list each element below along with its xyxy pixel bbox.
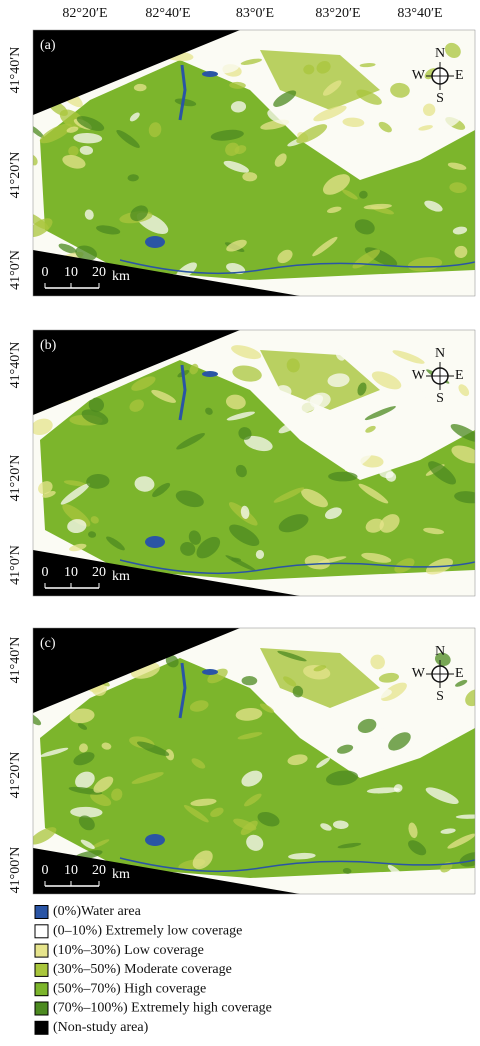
latitude-label: 41°20′N (8, 455, 23, 502)
compass-letter: S (436, 689, 444, 704)
longitude-label: 82°20′E (62, 6, 107, 21)
longitude-label: 83°40′E (397, 6, 442, 21)
scale-label: 10 (64, 863, 78, 878)
longitude-label: 82°40′E (145, 6, 190, 21)
compass-letter: N (435, 46, 445, 61)
legend-label: (0–10%) Extremely low coverage (53, 924, 242, 939)
latitude-label: 41°0′N (8, 545, 23, 585)
latitude-label: 41°0′N (8, 250, 23, 290)
scale-label: 20 (92, 265, 106, 280)
scale-label: 20 (92, 565, 106, 580)
scale-label: 0 (42, 265, 49, 280)
legend-label: (70%–100%) Extremely high coverage (53, 1001, 272, 1016)
legend-swatch (35, 906, 48, 919)
lake (145, 834, 165, 846)
scale-label: 10 (64, 265, 78, 280)
legend-swatch (35, 944, 48, 957)
longitude-label: 83°20′E (315, 6, 360, 21)
lake (145, 236, 165, 248)
compass-letter: N (435, 644, 445, 659)
map-content (23, 30, 475, 296)
compass-letter: S (436, 391, 444, 406)
compass-letter: W (412, 68, 426, 83)
legend-label: (0%)Water area (53, 904, 142, 919)
compass-letter: S (436, 91, 444, 106)
scale-label: 20 (92, 863, 106, 878)
scale-label: 10 (64, 565, 78, 580)
compass-letter: E (455, 666, 464, 681)
lake (202, 669, 218, 675)
latitude-label: 41°40′N (8, 637, 23, 684)
latitude-label: 41°40′N (8, 47, 23, 94)
legend-label: (Non-study area) (53, 1020, 149, 1035)
legend-label: (30%–50%) Moderate coverage (53, 962, 232, 977)
legend-swatch (35, 1021, 48, 1034)
figure: 82°20′E 82°40′E 83°0′E 83°20′E 83°40′E (a) 41°… (0, 0, 480, 1046)
compass-letter: E (455, 368, 464, 383)
panel-label: (a) (40, 38, 56, 53)
lake (145, 536, 165, 548)
scale-label: 0 (42, 863, 49, 878)
compass-letter: W (412, 666, 426, 681)
legend-swatch (35, 963, 48, 976)
map-panel: (c) 41°40′N 41°20′N 41°00′N N SW E 0 10 20 km (8, 628, 480, 894)
panel-label: (b) (40, 338, 57, 353)
legend-swatch (35, 925, 48, 938)
legend-label: (10%–30%) Low coverage (53, 943, 204, 958)
scale-label: 0 (42, 565, 49, 580)
lake (202, 371, 218, 377)
compass-letter: E (455, 68, 464, 83)
scale-unit: km (112, 269, 130, 284)
latitude-label: 41°00′N (8, 847, 23, 894)
legend-label: (50%–70%) High coverage (53, 981, 206, 996)
coverage-patch (242, 676, 258, 685)
legend-swatch (35, 1002, 48, 1015)
latitude-label: 41°20′N (8, 152, 23, 199)
compass-letter: W (412, 368, 426, 383)
scale-unit: km (112, 569, 130, 584)
scale-unit: km (112, 867, 130, 882)
longitude-label: 83°0′E (236, 6, 274, 21)
lake (202, 71, 218, 77)
panel-label: (c) (40, 636, 56, 651)
map-panel: (b) 41°40′N 41°20′N 41°0′N N SW E 0 10 20 km (8, 330, 480, 596)
latitude-label: 41°40′N (8, 342, 23, 389)
map-panel: (a) 41°40′N 41°20′N 41°0′N N SW E 0 10 20 km (8, 30, 475, 296)
compass-letter: N (435, 346, 445, 361)
legend-swatch (35, 983, 48, 996)
latitude-label: 41°20′N (8, 752, 23, 799)
